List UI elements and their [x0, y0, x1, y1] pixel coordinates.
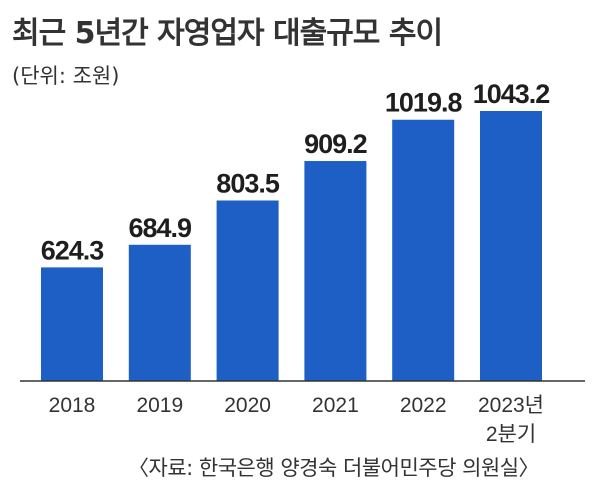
x-tick-label-5: 2023년 2분기: [478, 394, 544, 446]
bar-4: [392, 119, 455, 381]
bar-1: [128, 244, 191, 381]
value-label-2: 803.5: [216, 168, 280, 198]
x-tick-label-3: 2021: [312, 394, 359, 417]
value-label-4: 1019.8: [385, 88, 463, 118]
bar-0: [41, 267, 103, 381]
x-tick-label-1: 2019: [136, 394, 183, 417]
chart-title: 최근 5년간 자영업자 대출규모 추이: [12, 16, 443, 51]
source-note: 〈자료: 한국은행 양경숙 더불어민주당 의원실〉: [128, 456, 540, 480]
x-tick-label-0: 2018: [49, 394, 96, 417]
bar-5: [480, 111, 542, 381]
x-tick-label-2: 2020: [224, 394, 271, 417]
bars-group: [41, 111, 542, 381]
unit-note: (단위: 조원): [12, 64, 120, 88]
value-label-1: 684.9: [129, 213, 193, 243]
x-tick-label-4: 2022: [400, 394, 447, 417]
x-tick-labels-group: 2018 2019 2020 2021 2022 2023년 2분기: [49, 394, 544, 446]
value-label-3: 909.2: [304, 129, 367, 159]
value-label-0: 624.3: [41, 235, 105, 265]
bar-2: [216, 200, 279, 381]
value-labels-group: 624.3 684.9 803.5 909.2 1019.8 1043.2: [41, 79, 551, 265]
value-label-5: 1043.2: [473, 79, 550, 109]
bar-3: [304, 161, 367, 381]
